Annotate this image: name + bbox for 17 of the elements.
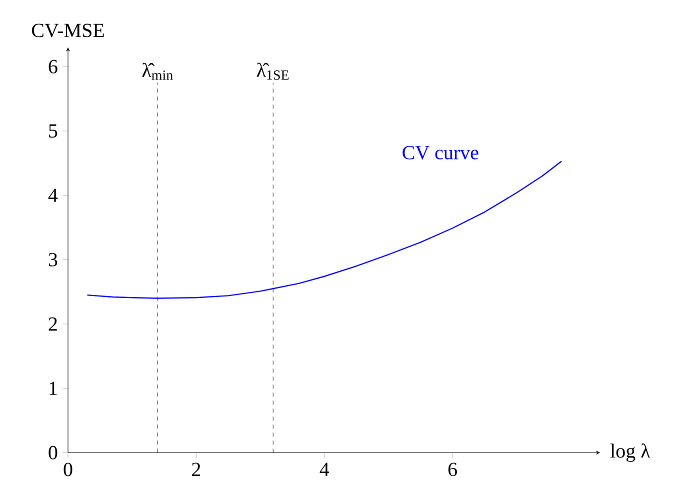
x-axis-title: log λ	[610, 443, 650, 462]
y-tick-label: 4	[48, 188, 58, 202]
x-tick-label: 4	[320, 462, 330, 476]
x-tick-label: 6	[448, 462, 457, 476]
y-tick-label: 1	[50, 382, 57, 395]
ref-line-label: λ̂$_{min}$	[142, 62, 173, 80]
ref-line-label: λ̂$_{1SE}$	[256, 62, 289, 80]
line-series	[86, 160, 562, 299]
y-tick-label: 6	[48, 60, 58, 74]
x-tick-label: 0	[64, 462, 72, 476]
x-tick-label: 2	[192, 462, 200, 476]
annotation: CV curve	[402, 146, 478, 160]
y-tick-label: 2	[48, 317, 57, 331]
y-tick-label: 0	[48, 446, 58, 460]
y-axis-title: CV-MSE	[32, 24, 104, 38]
y-tick-label: 5	[49, 124, 58, 138]
y-tick-label: 3	[48, 252, 58, 266]
